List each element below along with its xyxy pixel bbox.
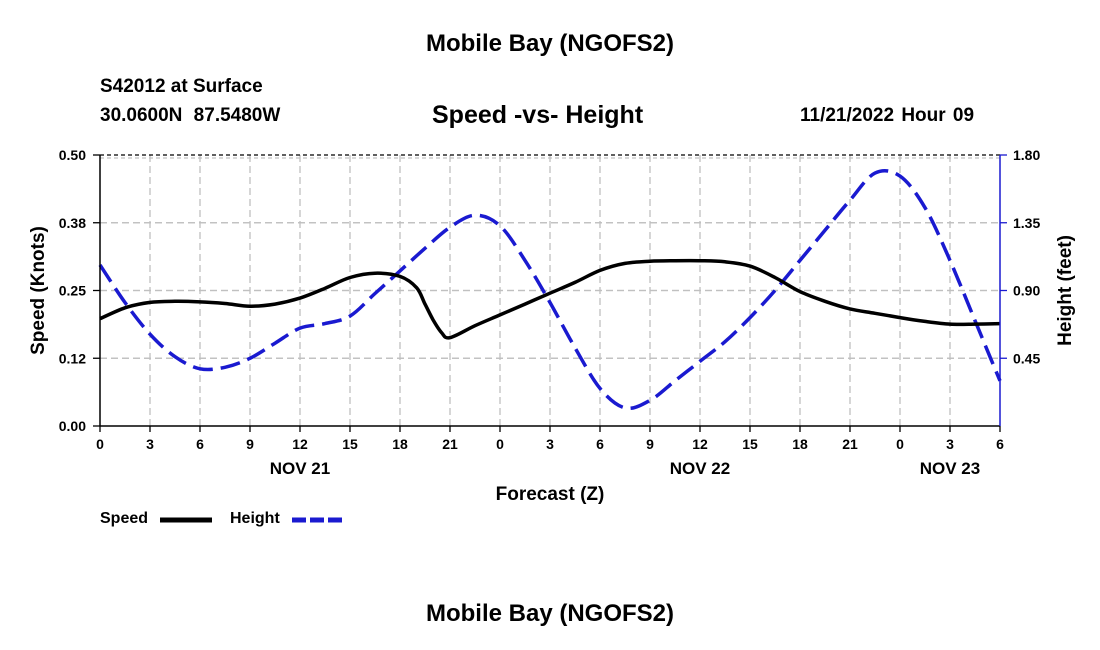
axes: 0 3 6 9 12 15 18 21 0 3 6 9 12 15 18 21 0 3 6 NOV 21 NOV 22 N… — [59, 147, 1041, 478]
x-tick-label: 0 — [496, 436, 504, 452]
x-tick-label: 0 — [96, 436, 104, 452]
footer-title: Mobile Bay (NGOFS2) — [425, 600, 675, 627]
y-left-tick-label: 0.38 — [59, 215, 86, 231]
x-tick-label: 3 — [146, 436, 154, 452]
chart-title: Mobile Bay (NGOFS2) — [425, 30, 675, 57]
x-tick-label: 12 — [292, 436, 308, 452]
x-tick-label: 18 — [392, 436, 408, 452]
y-right-tick-label: 1.80 — [1013, 147, 1040, 163]
coordinates-label: 30.0600N 87.5480W — [100, 105, 281, 126]
x-tick-label: 6 — [596, 436, 604, 452]
height-series-line — [98, 169, 1002, 411]
x-tick-label: 3 — [946, 436, 954, 452]
x-tick-label: 18 — [792, 436, 808, 452]
x-tick-label: 21 — [842, 436, 858, 452]
x-tick-label: 6 — [996, 436, 1004, 452]
x-tick-label: 15 — [742, 436, 758, 452]
y-left-tick-label: 0.00 — [59, 418, 86, 434]
station-label: S42012 at Surface — [100, 76, 263, 97]
x-tick-label: 6 — [196, 436, 204, 452]
y-left-tick-label: 0.50 — [59, 147, 86, 163]
legend-speed-label: Speed — [100, 510, 149, 527]
y-right-tick-label: 0.45 — [1013, 350, 1040, 366]
chart-subtitle: Speed -vs- Height — [432, 101, 644, 129]
x-axis-title: Forecast (Z) — [496, 484, 605, 505]
y-right-tick-label: 1.35 — [1013, 215, 1040, 231]
grid — [100, 155, 1000, 426]
date-label: NOV 22 — [670, 459, 730, 478]
y-left-tick-label: 0.25 — [59, 283, 86, 299]
x-tick-label: 15 — [342, 436, 358, 452]
y-right-tick-label: 0.90 — [1013, 283, 1040, 299]
forecast-datetime: 11/21/2022 Hour 09 — [800, 105, 975, 126]
x-tick-label: 21 — [442, 436, 458, 452]
x-tick-label: 3 — [546, 436, 554, 452]
y-axis-left-title: Speed (Knots) — [28, 226, 49, 355]
x-tick-label: 9 — [246, 436, 254, 452]
x-tick-label: 0 — [896, 436, 904, 452]
y-axis-right-title: Height (feet) — [1055, 235, 1076, 346]
date-label: NOV 23 — [920, 459, 980, 478]
speed-series-line — [99, 258, 1001, 340]
legend-height-label: Height — [230, 510, 280, 527]
series-layer — [98, 169, 1002, 411]
date-label: NOV 21 — [270, 459, 330, 478]
y-left-tick-label: 0.12 — [59, 350, 86, 366]
x-tick-label: 12 — [692, 436, 708, 452]
x-tick-label: 9 — [646, 436, 654, 452]
